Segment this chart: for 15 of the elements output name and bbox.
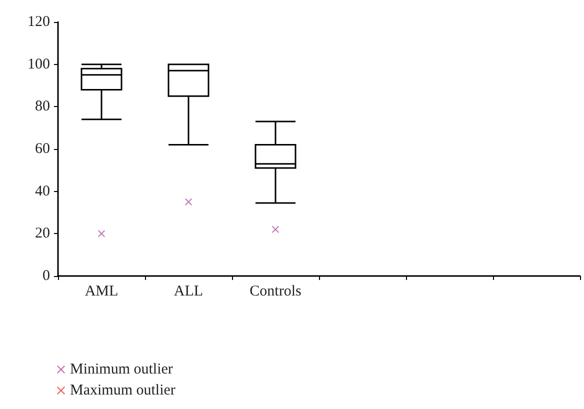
y-tick-label: 120 [28,14,50,30]
y-tick-label: 0 [42,268,50,284]
point [98,230,105,238]
y-tick-label: 100 [28,56,50,72]
y-tick-label: 60 [35,141,50,157]
point [185,198,192,206]
x-tick-label: Controls [250,284,302,300]
y-tick-label: 20 [35,226,50,242]
y-tick-label: 40 [35,183,50,200]
legend-label: Maximum outlier [70,382,176,398]
x-tick-label: AML [84,284,118,300]
point [272,226,279,233]
y-tick-label: 80 [35,98,50,115]
x-tick-label: ALL [174,284,204,300]
legend-label: Minimum outlier [70,362,173,378]
